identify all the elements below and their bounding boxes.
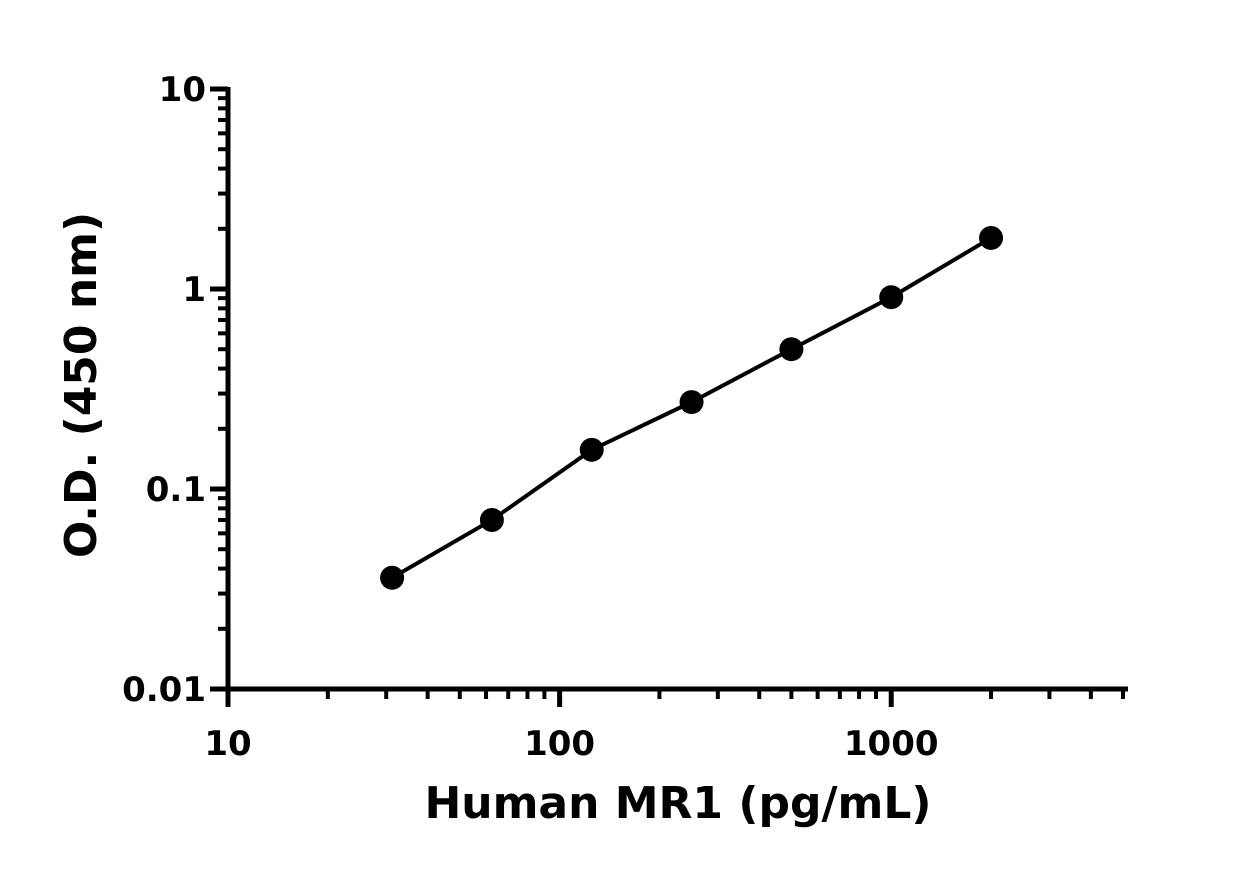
- data-point: [479, 507, 504, 532]
- data-point: [679, 390, 704, 415]
- x-axis-title: Human MR1 (pg/mL): [424, 778, 931, 829]
- y-tick-label: 0.1: [146, 470, 206, 510]
- y-tick-label: 0.01: [122, 670, 206, 710]
- data-point: [979, 225, 1004, 250]
- y-tick-label: 1: [182, 270, 206, 310]
- data-point: [779, 337, 804, 362]
- y-axis-title: O.D. (450 nm): [56, 212, 107, 558]
- y-tick-label: 10: [159, 70, 206, 110]
- data-point: [579, 437, 604, 462]
- x-tick-label: 100: [524, 724, 595, 764]
- x-tick-label: 1000: [844, 724, 939, 764]
- data-point: [380, 565, 405, 590]
- x-tick-label: 10: [204, 724, 251, 764]
- data-point: [879, 285, 904, 310]
